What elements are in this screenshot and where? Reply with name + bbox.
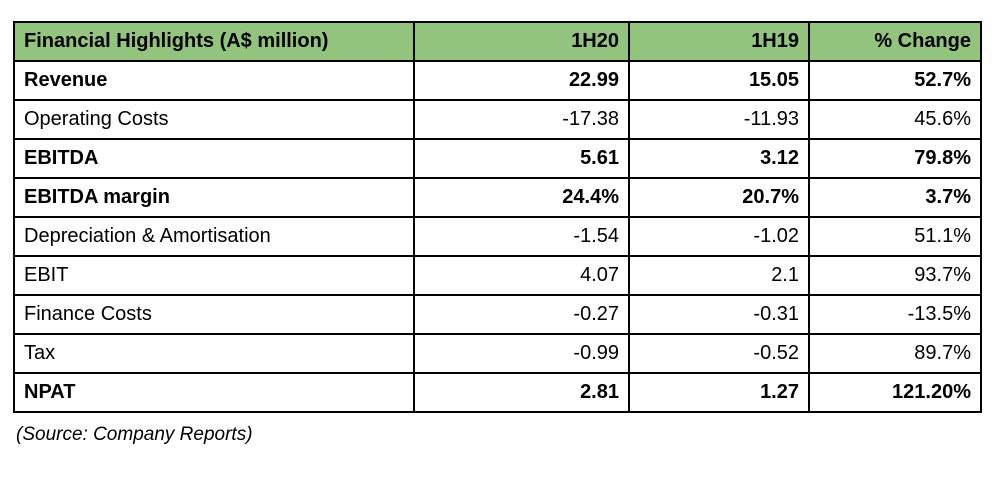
table-row-npat: NPAT 2.81 1.27 121.20% xyxy=(13,372,982,413)
cell-change: 3.7% xyxy=(808,177,982,218)
cell-1h19: -1.02 xyxy=(628,216,810,257)
table-row-depreciation-amortisation: Depreciation & Amortisation -1.54 -1.02 … xyxy=(13,216,982,257)
cell-change: 52.7% xyxy=(808,60,982,101)
table-row-ebitda: EBITDA 5.61 3.12 79.8% xyxy=(13,138,982,179)
cell-1h19: -0.31 xyxy=(628,294,810,335)
row-label: NPAT xyxy=(13,372,415,413)
cell-1h19: 20.7% xyxy=(628,177,810,218)
row-label: Tax xyxy=(13,333,415,374)
cell-1h20: 5.61 xyxy=(413,138,630,179)
table-row-ebitda-margin: EBITDA margin 24.4% 20.7% 3.7% xyxy=(13,177,982,218)
cell-1h20: 24.4% xyxy=(413,177,630,218)
table-row-ebit: EBIT 4.07 2.1 93.7% xyxy=(13,255,982,296)
cell-1h19: 15.05 xyxy=(628,60,810,101)
table-row-finance-costs: Finance Costs -0.27 -0.31 -13.5% xyxy=(13,294,982,335)
cell-change: -13.5% xyxy=(808,294,982,335)
cell-change: 79.8% xyxy=(808,138,982,179)
cell-change: 45.6% xyxy=(808,99,982,140)
table-row-tax: Tax -0.99 -0.52 89.7% xyxy=(13,333,982,374)
row-label: Revenue xyxy=(13,60,415,101)
cell-1h20: -0.99 xyxy=(413,333,630,374)
table-header-row: Financial Highlights (A$ million) 1H20 1… xyxy=(13,21,982,62)
cell-1h19: 3.12 xyxy=(628,138,810,179)
table-row-revenue: Revenue 22.99 15.05 52.7% xyxy=(13,60,982,101)
cell-change: 51.1% xyxy=(808,216,982,257)
row-label: Depreciation & Amortisation xyxy=(13,216,415,257)
row-label: Finance Costs xyxy=(13,294,415,335)
row-label: EBITDA margin xyxy=(13,177,415,218)
cell-1h20: 2.81 xyxy=(413,372,630,413)
cell-1h19: -0.52 xyxy=(628,333,810,374)
cell-1h20: -0.27 xyxy=(413,294,630,335)
col-header-1h19: 1H19 xyxy=(628,21,810,62)
cell-1h19: 1.27 xyxy=(628,372,810,413)
table-row-operating-costs: Operating Costs -17.38 -11.93 45.6% xyxy=(13,99,982,140)
row-label: Operating Costs xyxy=(13,99,415,140)
cell-1h20: 4.07 xyxy=(413,255,630,296)
cell-change: 121.20% xyxy=(808,372,982,413)
financial-highlights-table: Financial Highlights (A$ million) 1H20 1… xyxy=(13,21,982,413)
cell-change: 89.7% xyxy=(808,333,982,374)
cell-1h19: -11.93 xyxy=(628,99,810,140)
col-header-change: % Change xyxy=(808,21,982,62)
table-title: Financial Highlights (A$ million) xyxy=(13,21,415,62)
cell-1h20: -17.38 xyxy=(413,99,630,140)
cell-1h20: 22.99 xyxy=(413,60,630,101)
row-label: EBIT xyxy=(13,255,415,296)
cell-1h20: -1.54 xyxy=(413,216,630,257)
col-header-1h20: 1H20 xyxy=(413,21,630,62)
source-note: (Source: Company Reports) xyxy=(16,424,253,445)
cell-1h19: 2.1 xyxy=(628,255,810,296)
row-label: EBITDA xyxy=(13,138,415,179)
cell-change: 93.7% xyxy=(808,255,982,296)
